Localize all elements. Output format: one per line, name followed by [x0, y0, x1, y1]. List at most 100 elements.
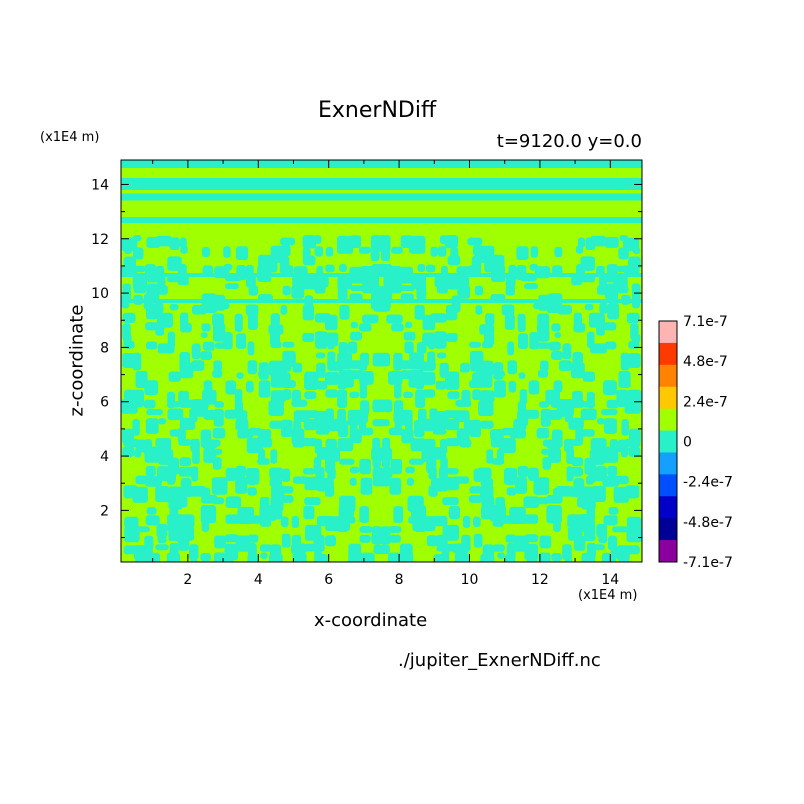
contour-cell	[473, 244, 483, 257]
contour-cell	[280, 486, 294, 494]
contour-cell	[200, 332, 208, 338]
contour-cell	[337, 235, 354, 254]
contour-cell	[213, 408, 224, 427]
contour-cell	[121, 265, 137, 276]
contour-band	[121, 178, 642, 190]
contour-cell	[606, 399, 619, 409]
contour-cell	[540, 408, 551, 427]
y-tick-label: 8	[100, 340, 109, 356]
contour-cell	[349, 477, 357, 486]
contour-cell	[536, 342, 551, 349]
contour-cell	[455, 399, 472, 407]
contour-cell	[581, 552, 595, 562]
contour-cell	[270, 390, 286, 403]
colorbar-label: -2.4e-7	[683, 475, 733, 491]
contour-cell	[200, 553, 211, 562]
contour-cell	[603, 446, 619, 463]
contour-cell	[479, 390, 495, 403]
contour-cell	[358, 246, 371, 254]
contour-cell	[225, 380, 237, 395]
contour-cell	[314, 419, 329, 430]
contour-cell	[540, 360, 549, 372]
contour-cell	[316, 380, 328, 390]
contour-cell	[518, 333, 529, 349]
contour-cell	[457, 285, 471, 299]
contour-cell	[436, 284, 448, 294]
contour-cell	[212, 302, 230, 309]
contour-cell	[225, 534, 239, 543]
contour-cell	[167, 475, 176, 485]
contour-cell	[551, 351, 563, 360]
contour-cell	[123, 333, 132, 343]
contour-cell	[582, 371, 595, 382]
contour-cell	[223, 263, 233, 271]
contour-cell	[180, 312, 189, 327]
contour-cell	[618, 400, 629, 407]
contour-cell	[349, 429, 362, 444]
contour-cell	[573, 323, 586, 333]
contour-cell	[577, 237, 585, 248]
contour-cell	[268, 553, 283, 562]
colorbar-swatch	[659, 518, 677, 541]
contour-cell	[470, 361, 481, 372]
x-tick-label: 14	[601, 572, 619, 588]
contour-cell	[122, 353, 135, 368]
colorbar-label: 7.1e-7	[683, 314, 728, 330]
chart-subtitle: t=9120.0 y=0.0	[496, 131, 642, 152]
contour-cell	[223, 332, 233, 350]
contour-cell	[376, 352, 390, 367]
contour-cell	[145, 515, 160, 526]
contour-cell	[447, 255, 461, 266]
contour-cell	[631, 333, 641, 343]
plot-area	[120, 159, 643, 563]
contour-cell	[469, 419, 482, 437]
contour-cell	[325, 246, 334, 257]
contour-cell	[156, 523, 168, 538]
contour-cell	[415, 389, 426, 408]
contour-cell	[472, 389, 481, 400]
contour-cell	[449, 505, 460, 520]
contour-cell	[441, 265, 448, 277]
contour-cell	[302, 274, 317, 290]
contour-cell	[399, 285, 415, 291]
contour-cell	[168, 401, 181, 408]
contour-cell	[552, 265, 563, 276]
contour-cell	[349, 391, 360, 398]
contour-cell	[133, 247, 144, 260]
contour-cell	[270, 313, 280, 326]
contour-cell	[485, 313, 495, 326]
contour-cell	[372, 457, 381, 468]
colorbar-label: -7.1e-7	[683, 555, 733, 571]
x-tick-label: 6	[324, 572, 333, 588]
contour-cell	[200, 401, 209, 408]
contour-cell	[519, 389, 528, 405]
contour-cell	[567, 514, 583, 528]
contour-cell	[236, 333, 247, 349]
colorbar-swatch	[659, 364, 677, 388]
contour-cell	[145, 418, 159, 434]
contour-cell	[403, 331, 416, 341]
contour-cell	[433, 554, 447, 562]
contour-cell	[529, 263, 539, 271]
contour-cell	[337, 420, 349, 437]
contour-cell	[460, 362, 470, 373]
contour-cell	[624, 438, 641, 448]
colorbar-label: -4.8e-7	[683, 515, 733, 531]
contour-cell	[421, 372, 436, 385]
contour-cell	[124, 247, 132, 255]
contour-cell	[123, 340, 135, 349]
contour-cell	[426, 535, 438, 547]
contour-cell	[573, 535, 586, 551]
contour-cell	[202, 246, 210, 258]
contour-cell	[246, 380, 254, 393]
contour-cell	[479, 324, 495, 335]
contour-cell	[469, 486, 482, 494]
contour-cell	[504, 554, 516, 562]
contour-cell	[211, 497, 225, 505]
y-unit-label: (x1E4 m)	[40, 130, 100, 145]
contour-cell	[291, 399, 308, 407]
contour-cell	[523, 496, 540, 508]
contour-cell	[548, 448, 561, 463]
contour-cell	[601, 409, 618, 416]
colorbar-swatch	[659, 496, 677, 519]
